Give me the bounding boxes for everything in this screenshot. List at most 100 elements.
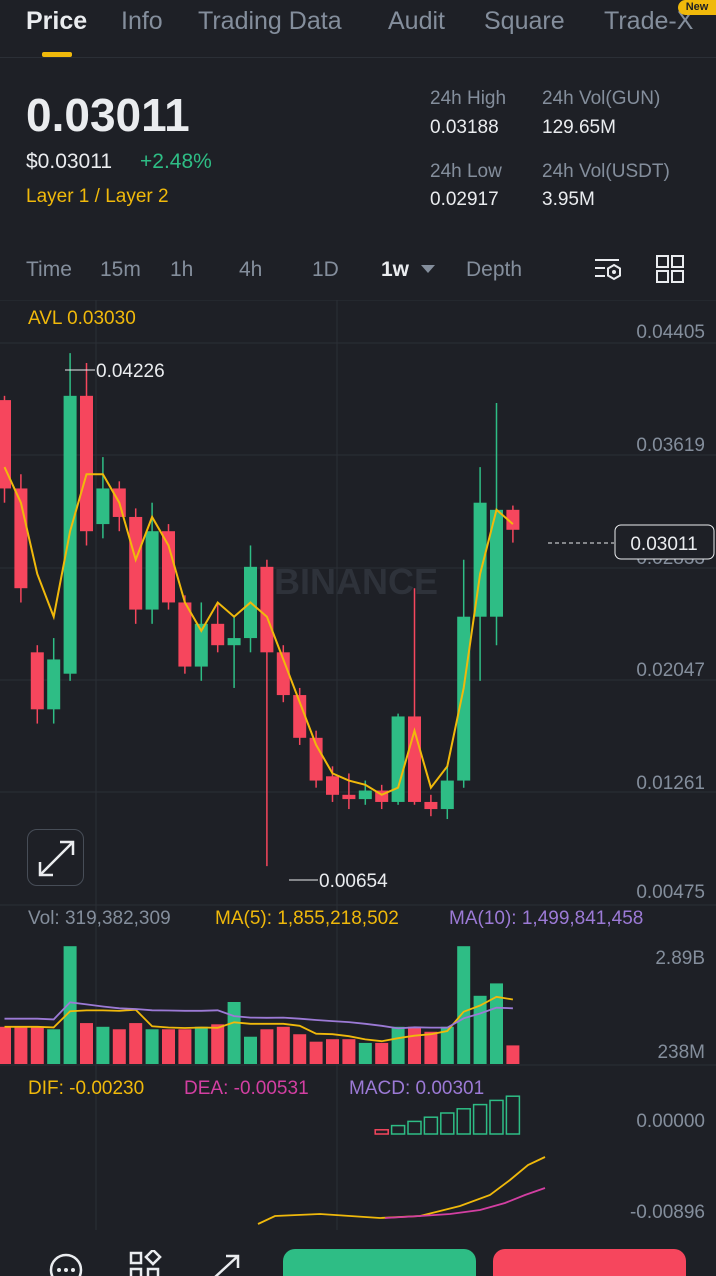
- volume-bar: [0, 1026, 11, 1064]
- tab-info[interactable]: Info: [121, 7, 163, 35]
- candle-body: [30, 652, 44, 710]
- volume-bar: [112, 1029, 126, 1064]
- interval-depth[interactable]: Depth: [466, 258, 523, 281]
- candle-body: [276, 652, 290, 696]
- volume-value: Vol: 319,382,309: [28, 908, 171, 929]
- candle-body: [473, 502, 487, 617]
- y-tick-label: 0.00475: [636, 882, 705, 903]
- candle-body: [129, 516, 143, 610]
- candle-body: [145, 531, 159, 610]
- interval-time[interactable]: Time: [26, 258, 72, 281]
- y-tick-label: 0.03619: [636, 435, 705, 456]
- candle-body: [178, 602, 192, 667]
- candle-body: [391, 716, 405, 802]
- macd-y-bottom: -0.00896: [630, 1202, 705, 1223]
- interval-1d[interactable]: 1D: [312, 258, 339, 281]
- candle-body: [326, 776, 339, 795]
- candle-body: [194, 623, 208, 667]
- volume-bar: [47, 1029, 61, 1064]
- interval-4h[interactable]: 4h: [239, 258, 263, 281]
- high-value: 0.03188: [430, 117, 499, 138]
- macd-bar: [390, 1124, 406, 1135]
- chart-settings-icon[interactable]: [593, 254, 623, 284]
- volume-bar: [358, 1042, 372, 1064]
- candle-body: [96, 488, 110, 525]
- chevron-down-icon[interactable]: [421, 265, 435, 273]
- candle-body: [227, 638, 241, 646]
- volume-ma5-value: MA(5): 1,855,218,502: [215, 908, 399, 929]
- buy-button[interactable]: [283, 1249, 476, 1276]
- macd-value: MACD: 0.00301: [349, 1078, 485, 1099]
- candle-body: [342, 794, 356, 800]
- low-label: 24h Low: [430, 161, 502, 182]
- interval-15m[interactable]: 15m: [100, 258, 141, 281]
- vol-usdt-value: 3.95M: [542, 189, 595, 210]
- volume-bar: [63, 946, 77, 1064]
- trade-arrow-icon[interactable]: [208, 1250, 244, 1276]
- volume-bar: [80, 1023, 93, 1064]
- candle-body: [293, 695, 307, 738]
- volume-y-top: 2.89B: [655, 948, 705, 969]
- macd-bar: [505, 1095, 521, 1135]
- binance-watermark: BINANCE: [274, 561, 438, 602]
- volume-bar: [326, 1039, 339, 1064]
- macd-dea-value: DEA: -0.00531: [184, 1078, 309, 1099]
- volume-bar: [375, 1042, 389, 1064]
- top-tab-bar: Price Info Trading Data Audit Square Tra…: [0, 0, 716, 58]
- macd-bar: [423, 1116, 439, 1135]
- volume-bar: [162, 1029, 175, 1064]
- sell-button[interactable]: [493, 1249, 686, 1276]
- candle-body: [260, 566, 274, 653]
- macd-bar: [456, 1108, 471, 1135]
- avl-label: AVL 0.03030: [28, 308, 136, 329]
- macd-dif-value: DIF: -0.00230: [28, 1078, 145, 1099]
- high-label: 24h High: [430, 88, 507, 109]
- tab-trading-data[interactable]: Trading Data: [198, 7, 342, 35]
- volume-bar: [440, 1026, 454, 1064]
- volume-bar: [424, 1031, 438, 1064]
- vol-usdt-label: 24h Vol(USDT): [542, 161, 670, 182]
- volume-bar: [457, 946, 471, 1064]
- candle-body: [211, 623, 225, 646]
- candlestick-chart[interactable]: BINANCE 0.04405 0.03619 0.02833 0.02047 …: [0, 300, 716, 1230]
- candle-body: [375, 790, 389, 802]
- min-price-label: 0.00654: [319, 871, 388, 892]
- interval-1w[interactable]: 1w: [381, 258, 410, 281]
- volume-bar: [96, 1026, 110, 1064]
- interval-1h[interactable]: 1h: [170, 258, 194, 281]
- candle-body: [490, 509, 503, 617]
- price-ma-line: [3, 466, 514, 796]
- chat-icon[interactable]: [48, 1250, 84, 1276]
- volume-bar: [211, 1024, 225, 1064]
- macd-histogram: [374, 1095, 521, 1135]
- low-value: 0.02917: [430, 189, 499, 210]
- volume-bar: [309, 1041, 323, 1064]
- volume-bar: [129, 1023, 143, 1064]
- tab-price[interactable]: Price: [26, 7, 88, 35]
- macd-bar: [374, 1129, 389, 1135]
- candle-body: [162, 531, 175, 603]
- volume-bar: [276, 1026, 290, 1064]
- macd-dea-line: [384, 1187, 546, 1219]
- y-tick-label: 0.04405: [636, 322, 705, 343]
- candle-body: [457, 616, 471, 781]
- tab-audit[interactable]: Audit: [388, 7, 445, 35]
- volume-bar: [293, 1034, 307, 1064]
- apps-icon[interactable]: [128, 1250, 164, 1276]
- tab-square[interactable]: Square: [484, 7, 565, 35]
- volume-bar: [14, 1026, 28, 1064]
- volume-bar: [227, 1002, 241, 1064]
- grid-layout-icon[interactable]: [655, 254, 685, 284]
- volume-bar: [408, 1026, 421, 1064]
- vol-gun-label: 24h Vol(GUN): [542, 88, 661, 109]
- fullscreen-button[interactable]: [27, 829, 84, 886]
- current-price-tag-label: 0.03011: [630, 534, 697, 555]
- candle-body: [440, 780, 454, 810]
- category-link[interactable]: Layer 1 / Layer 2: [26, 186, 169, 207]
- volume-bar: [145, 1029, 159, 1064]
- candle-body: [506, 509, 520, 530]
- volume-bar: [178, 1029, 192, 1064]
- volume-ma10-value: MA(10): 1,499,841,458: [449, 908, 644, 929]
- price-change: +2.48%: [140, 150, 212, 173]
- candle-body: [408, 716, 421, 802]
